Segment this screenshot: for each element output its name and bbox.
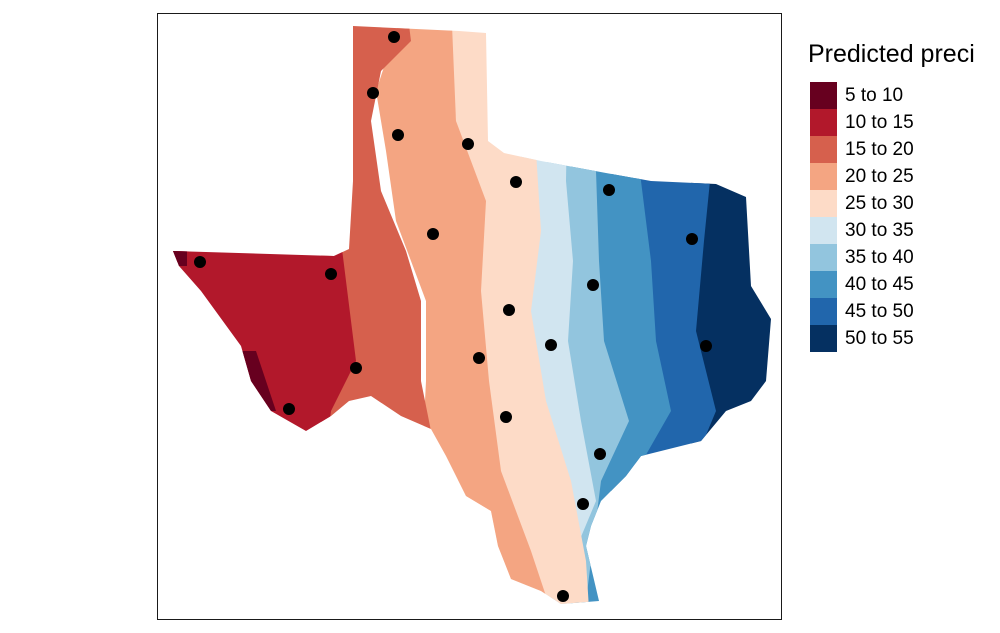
legend-item: 10 to 15 — [810, 109, 1000, 136]
sample-point — [557, 590, 569, 602]
sample-point — [473, 352, 485, 364]
sample-point — [392, 129, 404, 141]
sample-point — [594, 448, 606, 460]
legend-swatch — [810, 271, 837, 298]
legend-swatch — [810, 82, 837, 109]
legend-label: 15 to 20 — [845, 139, 914, 160]
sample-point — [510, 176, 522, 188]
legend-item: 30 to 35 — [810, 217, 1000, 244]
map-panel — [157, 13, 782, 620]
legend-item: 50 to 55 — [810, 325, 1000, 352]
legend-item: 20 to 25 — [810, 163, 1000, 190]
sample-point — [325, 268, 337, 280]
legend-swatch — [810, 325, 837, 352]
legend-item: 35 to 40 — [810, 244, 1000, 271]
sample-point — [577, 498, 589, 510]
legend-label: 25 to 30 — [845, 193, 914, 214]
sample-point — [700, 340, 712, 352]
sample-point — [503, 304, 515, 316]
sample-point — [283, 403, 295, 415]
legend-label: 5 to 10 — [845, 85, 904, 106]
sample-point — [350, 362, 362, 374]
sample-point — [545, 339, 557, 351]
sample-point — [194, 256, 206, 268]
legend-swatch — [810, 244, 837, 271]
legend-swatch — [810, 190, 837, 217]
precipitation-map — [173, 26, 771, 604]
legend-item: 5 to 10 — [810, 82, 1000, 109]
legend-label: 35 to 40 — [845, 247, 914, 268]
zone-5-10-strip-top — [173, 246, 187, 266]
legend-swatch — [810, 217, 837, 244]
sample-point — [686, 233, 698, 245]
zone-50-55 — [691, 26, 771, 604]
legend-label: 45 to 50 — [845, 301, 914, 322]
legend-swatch — [810, 136, 837, 163]
legend-label: 50 to 55 — [845, 328, 914, 349]
sample-point — [388, 31, 400, 43]
zone-5-10 — [241, 351, 276, 411]
sample-point — [462, 138, 474, 150]
sample-points — [194, 31, 712, 602]
sample-point — [500, 411, 512, 423]
legend-item: 15 to 20 — [810, 136, 1000, 163]
legend-swatch — [810, 163, 837, 190]
legend-title: Predicted preci — [808, 40, 975, 68]
sample-point — [367, 87, 379, 99]
legend-swatch — [810, 109, 837, 136]
legend-swatch — [810, 298, 837, 325]
legend-label: 30 to 35 — [845, 220, 914, 241]
precip-zones — [173, 26, 771, 604]
legend: 5 to 10 10 to 15 15 to 20 20 to 25 25 to 30 3… — [810, 82, 1000, 352]
sample-point — [587, 279, 599, 291]
legend-item: 25 to 30 — [810, 190, 1000, 217]
legend-item: 40 to 45 — [810, 271, 1000, 298]
sample-point — [603, 184, 615, 196]
legend-label: 10 to 15 — [845, 112, 914, 133]
legend-label: 40 to 45 — [845, 274, 914, 295]
legend-label: 20 to 25 — [845, 166, 914, 187]
zone-10-15 — [173, 201, 356, 604]
legend-item: 45 to 50 — [810, 298, 1000, 325]
sample-point — [427, 228, 439, 240]
